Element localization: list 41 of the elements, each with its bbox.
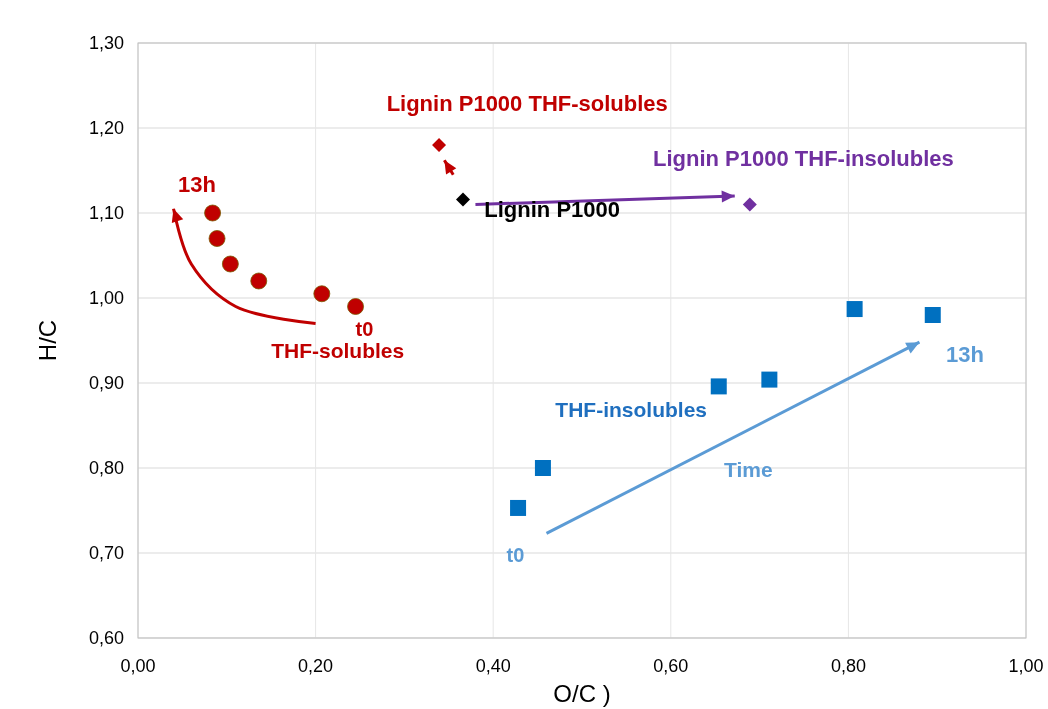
annotation: t0 <box>355 318 374 341</box>
x-tick-label: 0,20 <box>298 656 334 676</box>
x-tick-label: 0,00 <box>120 656 156 676</box>
point <box>347 298 364 315</box>
point <box>313 285 331 303</box>
y-axis-title: H/C <box>34 319 61 362</box>
annotation: 13h <box>946 341 984 367</box>
annotation: 13h <box>177 171 216 197</box>
annotation: THF-insolubles <box>555 398 708 421</box>
text: Lignin P1000 THF-insolubles <box>653 146 954 172</box>
point <box>846 301 863 318</box>
point <box>208 230 226 247</box>
point <box>761 371 778 388</box>
point <box>510 499 527 516</box>
annotation: t0 <box>506 543 525 566</box>
annotation: Time <box>724 457 773 481</box>
y-tick-label: 1,00 <box>88 288 124 308</box>
annotation: THF-solubles <box>271 338 405 362</box>
point <box>742 197 757 212</box>
point <box>534 460 551 476</box>
point <box>204 204 221 222</box>
point <box>432 138 447 152</box>
y-tick-label: 0,70 <box>88 543 124 563</box>
y-tick-label: 1,10 <box>88 203 124 223</box>
point <box>221 255 239 273</box>
y-tick-label: 1,20 <box>88 118 124 138</box>
y-tick-label: 0,80 <box>88 458 124 478</box>
x-tick-label: 1,00 <box>1008 656 1044 676</box>
y-tick-label: 0,90 <box>88 373 124 393</box>
x-tick-label: 0,60 <box>653 656 689 676</box>
point <box>710 378 727 395</box>
text: Lignin P1000 THF-solubles <box>386 91 668 116</box>
series-label: Lignin P1000 <box>484 197 621 223</box>
y-tick-label: 1,30 <box>88 33 124 53</box>
point <box>456 192 471 207</box>
x-tick-label: 0,80 <box>830 656 866 676</box>
x-tick-label: 0,40 <box>475 656 511 676</box>
point <box>924 307 941 323</box>
point <box>250 272 268 290</box>
y-tick-label: 0,60 <box>88 628 124 648</box>
x-axis-title: O/C ) <box>553 680 611 707</box>
